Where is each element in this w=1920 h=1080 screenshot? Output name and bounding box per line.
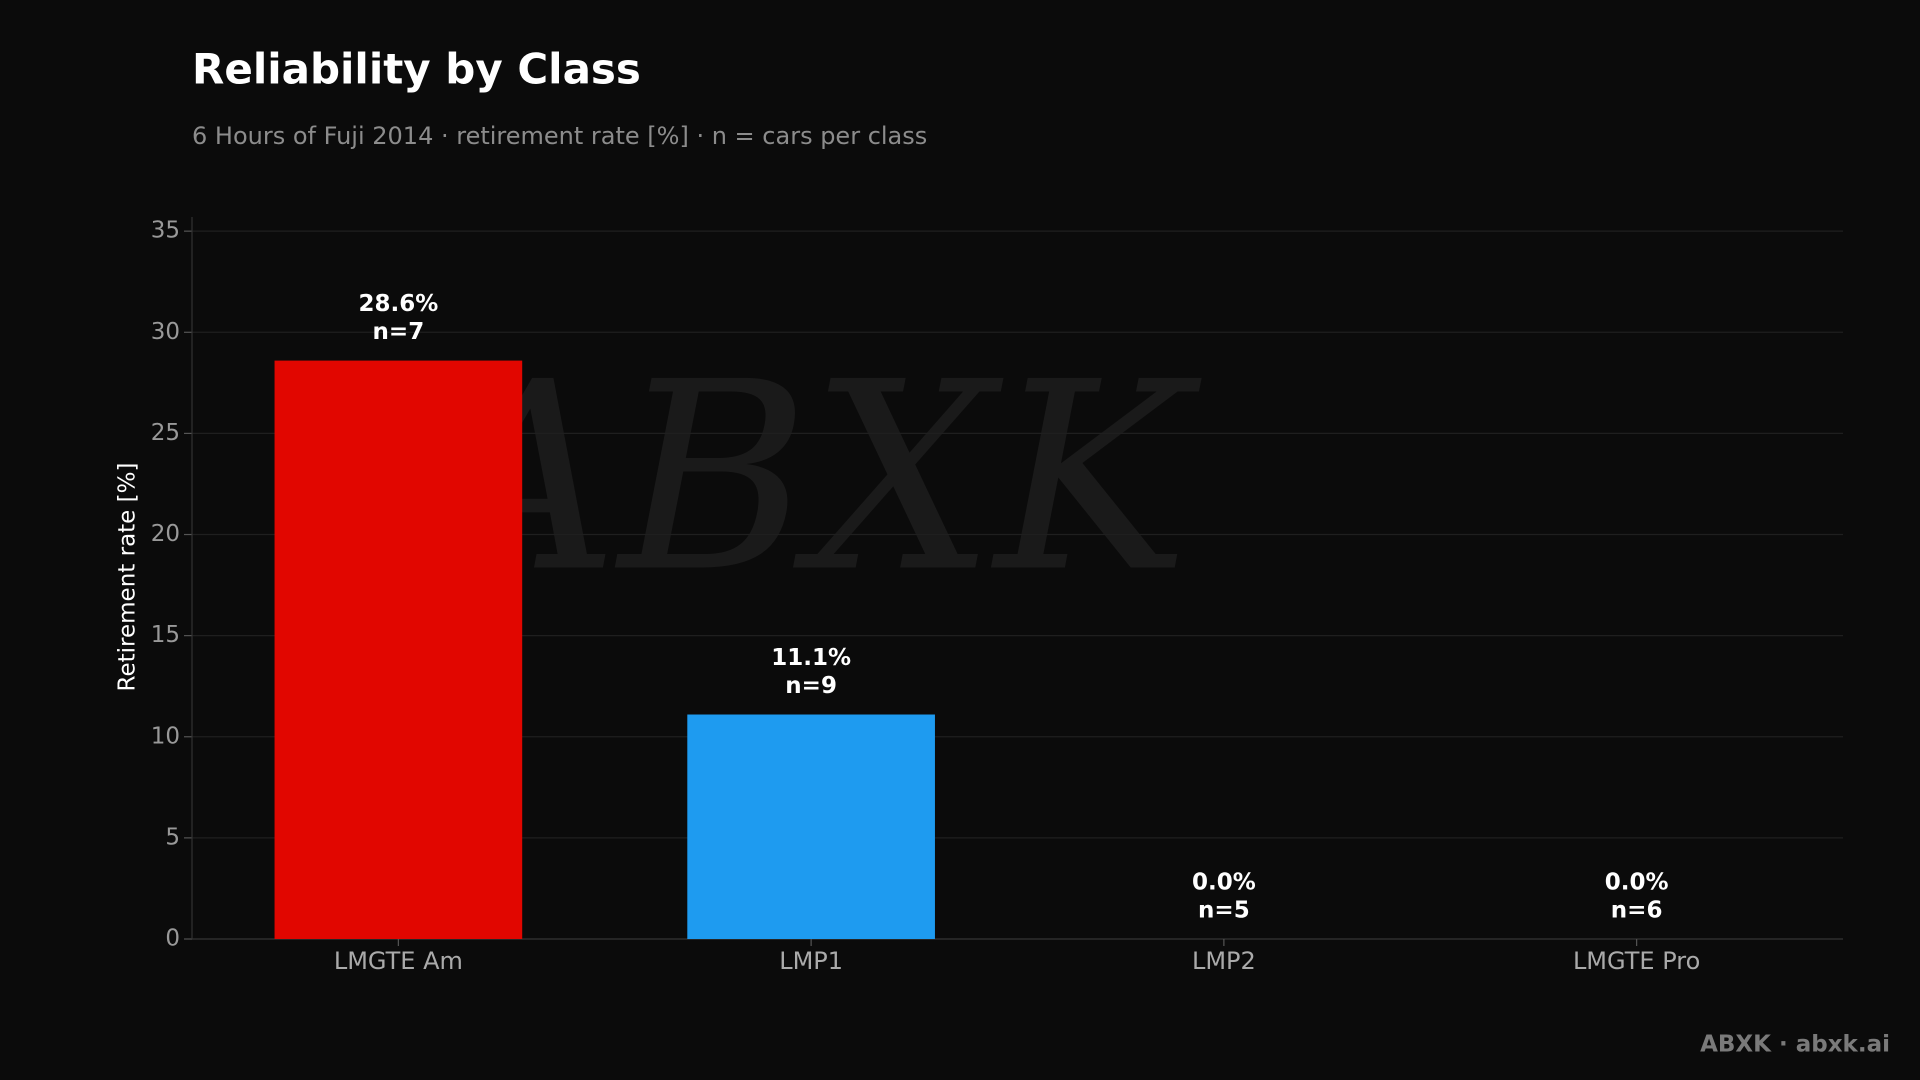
value-label: 11.1% [771,645,851,671]
x-tick-label: LMGTE Pro [1573,947,1700,975]
y-tick-label: 30 [151,319,180,345]
watermark: ABXK [411,327,1202,629]
value-label: 28.6% [358,291,438,317]
bar [687,714,935,939]
value-label: 0.0% [1192,870,1256,896]
value-label: 0.0% [1605,870,1669,896]
count-label: n=7 [373,319,425,345]
chart-subtitle: 6 Hours of Fuji 2014 · retirement rate [… [192,122,927,150]
y-tick-label: 20 [151,521,180,547]
chart-title: Reliability by Class [192,45,641,94]
x-tick-label: LMP2 [1192,947,1256,975]
x-tick-label: LMGTE Am [334,947,463,975]
y-tick-label: 15 [151,622,180,648]
footer: ABXK · abxk.ai [1700,1032,1890,1058]
y-tick-label: 25 [151,420,180,446]
y-tick-label: 5 [165,824,180,850]
y-axis-label: Retirement rate [%] [115,463,141,692]
y-tick-label: 35 [151,218,180,244]
y-tick-label: 0 [165,926,180,952]
count-label: n=6 [1611,898,1663,924]
count-label: n=5 [1198,898,1250,924]
y-tick-label: 10 [151,723,180,749]
count-label: n=9 [785,673,837,699]
bar [274,360,523,939]
x-tick-label: LMP1 [779,947,843,975]
